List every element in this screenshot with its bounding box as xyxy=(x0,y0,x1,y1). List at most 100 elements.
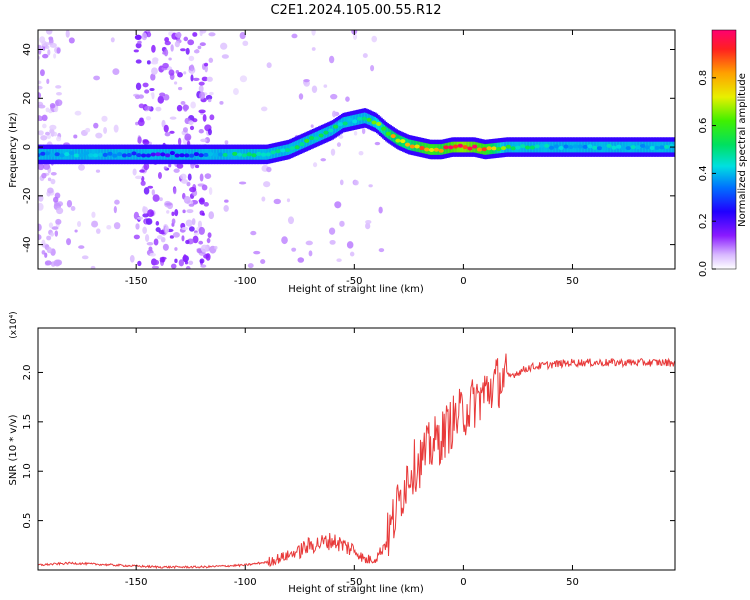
heatmap-noise-cell xyxy=(198,109,206,114)
heatmap-noise-cell xyxy=(185,219,193,227)
heatmap-noise-cell xyxy=(113,124,119,133)
heatmap-ridge-body xyxy=(333,123,336,135)
heatmap-ridge-core xyxy=(59,153,65,158)
colorbar-tick-label: 0.8 xyxy=(698,70,709,86)
colorbar-tick-label: 0.2 xyxy=(698,213,709,229)
snr-y-label: SNR (10 * v/v) xyxy=(8,414,19,485)
heatmap-noise-cell xyxy=(150,73,156,81)
heatmap-ridge-core xyxy=(212,152,219,157)
heatmap-ridge-core xyxy=(251,153,257,158)
heatmap-ridge-core xyxy=(174,153,180,158)
heatmap-noise-cell xyxy=(81,255,89,260)
heatmap-noise-cell xyxy=(56,207,64,215)
heatmap-noise-cell xyxy=(110,37,115,43)
heatmap-noise-cell xyxy=(46,235,52,241)
heatmap-noise-cell xyxy=(209,114,215,121)
heatmap-noise-cell xyxy=(55,99,63,107)
heatmap-noise-cell xyxy=(188,226,195,232)
heatmap-noise-cell xyxy=(163,48,169,57)
spectrogram-x-tick-label: -50 xyxy=(346,276,362,287)
heatmap-ridge-core xyxy=(313,136,319,141)
heatmap-noise-cell xyxy=(164,202,173,206)
heatmap-ridge-body xyxy=(308,134,312,146)
heatmap-ridge-core xyxy=(534,144,540,149)
spectrogram-y-tick-label: 0 xyxy=(22,144,33,150)
heatmap-noise-cell xyxy=(66,238,72,246)
heatmap-noise-cell xyxy=(170,44,174,52)
heatmap-ridge-core xyxy=(481,147,487,152)
heatmap-noise-cell xyxy=(151,67,158,75)
heatmap-noise-cell xyxy=(158,197,163,202)
heatmap-ridge-body xyxy=(385,126,388,138)
heatmap-ridge-core xyxy=(644,145,651,150)
heatmap-noise-cell xyxy=(187,173,192,181)
heatmap-noise-cell xyxy=(68,37,75,44)
heatmap-noise-cell xyxy=(224,140,229,145)
spectrogram-y-tick-label: 40 xyxy=(22,43,33,56)
heatmap-ridge-core xyxy=(217,152,223,157)
heatmap-noise-cell xyxy=(149,87,155,92)
snr-plot-area xyxy=(38,328,675,570)
heatmap-noise-cell xyxy=(139,169,145,173)
heatmap-noise-cell xyxy=(184,260,189,265)
heatmap-noise-cell xyxy=(150,60,159,65)
heatmap-ridge-core xyxy=(654,145,660,150)
heatmap-noise-cell xyxy=(38,80,42,85)
heatmap-ridge-core xyxy=(347,117,353,122)
heatmap-ridge-body xyxy=(298,139,301,151)
heatmap-noise-cell xyxy=(200,138,208,143)
heatmap-noise-cell xyxy=(183,195,191,204)
heatmap-noise-cell xyxy=(142,213,149,218)
heatmap-noise-cell xyxy=(44,252,48,258)
heatmap-ridge-core xyxy=(457,143,463,148)
heatmap-noise-cell xyxy=(174,32,182,38)
heatmap-ridge-core xyxy=(467,146,473,151)
snr-x-tick-label: -150 xyxy=(125,577,148,588)
heatmap-noise-cell xyxy=(242,40,249,47)
heatmap-noise-cell xyxy=(74,229,78,233)
heatmap-ridge-core xyxy=(620,146,627,151)
heatmap-noise-cell xyxy=(164,132,171,137)
heatmap-noise-cell xyxy=(38,194,44,202)
heatmap-ridge-core xyxy=(568,145,574,150)
heatmap-ridge-core xyxy=(625,146,631,151)
heatmap-noise-cell xyxy=(42,47,46,51)
heatmap-ridge-core xyxy=(198,153,204,158)
heatmap-ridge-core xyxy=(284,148,291,153)
heatmap-ridge-core xyxy=(169,151,175,156)
heatmap-noise-cell xyxy=(200,244,209,253)
heatmap-noise-cell xyxy=(47,187,54,194)
heatmap-noise-cell xyxy=(151,44,156,53)
heatmap-ridge-core xyxy=(342,121,348,126)
heatmap-noise-cell xyxy=(266,166,272,173)
heatmap-ridge-core xyxy=(64,152,70,157)
heatmap-noise-cell xyxy=(330,93,338,100)
snr-x-ticks: -150 -100 -50 0 50 xyxy=(125,328,579,588)
heatmap-ridge-core xyxy=(184,153,190,158)
heatmap-noise-cell xyxy=(183,71,187,75)
heatmap-noise-cell xyxy=(144,234,150,242)
heatmap-noise-cell xyxy=(46,134,51,140)
heatmap-noise-cell xyxy=(199,42,206,47)
heatmap-ridge-core xyxy=(256,151,262,156)
heatmap-ridge-core xyxy=(54,152,60,157)
heatmap-ridge-core xyxy=(409,144,415,149)
heatmap-noise-cell xyxy=(291,33,298,39)
heatmap-noise-cell xyxy=(198,129,204,134)
heatmap-ridge-core xyxy=(443,145,449,150)
heatmap-ridge-core xyxy=(145,153,151,158)
heatmap-noise-cell xyxy=(186,181,191,187)
heatmap-noise-cell xyxy=(38,115,42,121)
heatmap-ridge-core xyxy=(222,152,228,157)
heatmap-noise-cell xyxy=(150,92,154,96)
heatmap-ridge-core xyxy=(515,145,521,150)
heatmap-noise-cell xyxy=(135,42,142,49)
heatmap-ridge-core xyxy=(419,146,425,151)
heatmap-ridge-body xyxy=(322,128,325,140)
heatmap-noise-cell xyxy=(168,69,175,76)
heatmap-noise-cell xyxy=(155,106,162,112)
spectrogram-x-ticks: -150 -100 -50 0 50 xyxy=(125,30,579,287)
heatmap-noise-cell xyxy=(174,81,178,85)
heatmap-ridge-core xyxy=(121,153,127,158)
heatmap-noise-cell xyxy=(44,260,52,266)
